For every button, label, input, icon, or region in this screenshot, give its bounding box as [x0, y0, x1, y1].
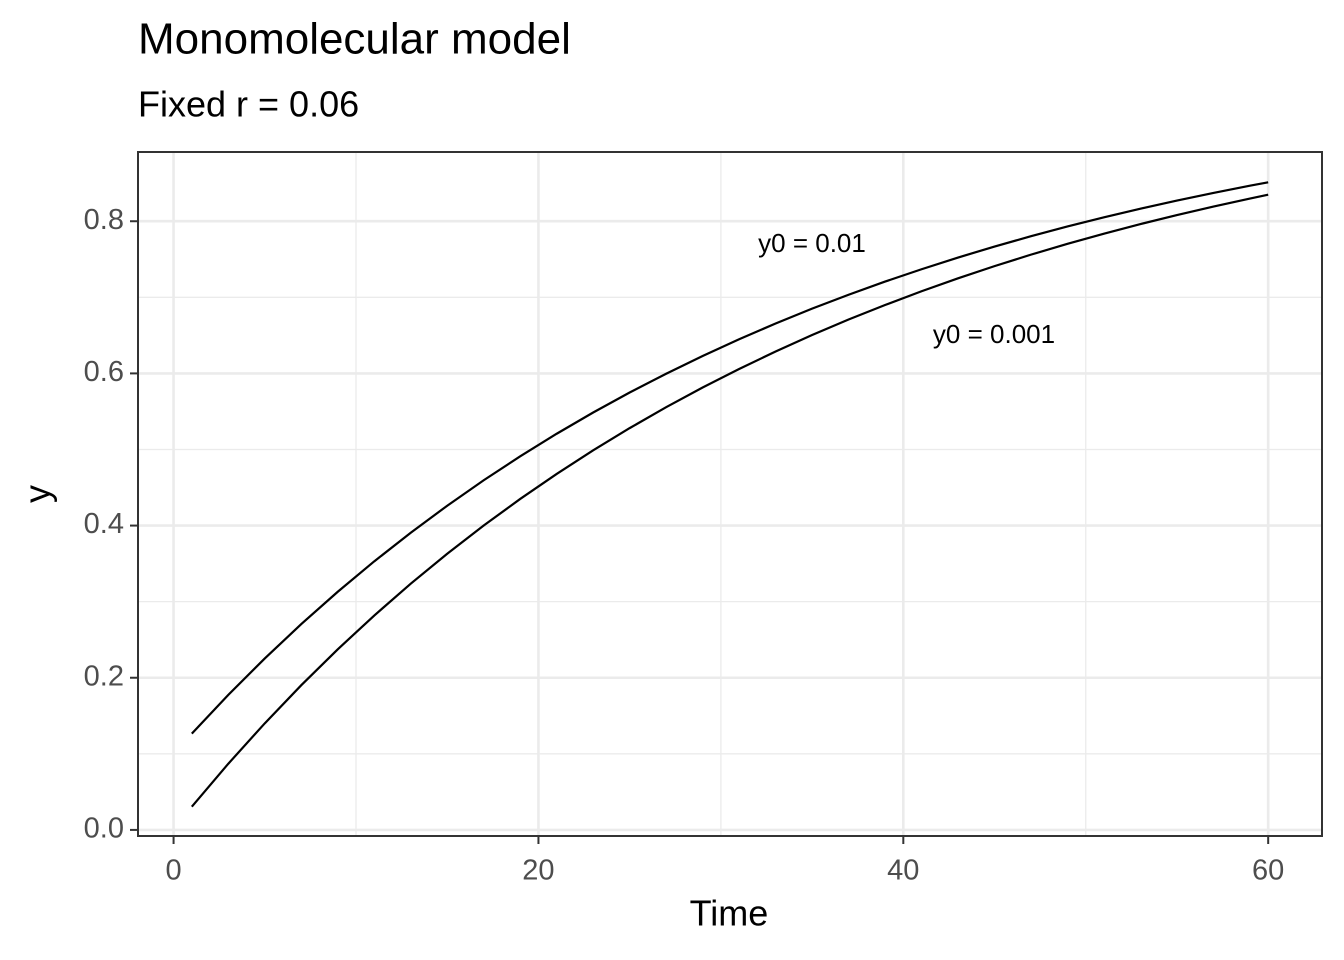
- chart-subtitle: Fixed r = 0.06: [138, 84, 359, 125]
- plot-background: [138, 152, 1322, 836]
- y-tick-label: 0.4: [84, 508, 124, 540]
- annotation: y0 = 0.001: [933, 319, 1055, 349]
- x-tick-label: 40: [887, 855, 919, 887]
- y-tick-label: 0.2: [84, 660, 124, 692]
- chart-title: Monomolecular model: [138, 15, 571, 64]
- x-tick-label: 0: [166, 855, 182, 887]
- y-axis-label: y: [17, 485, 58, 503]
- x-tick-label: 60: [1252, 855, 1284, 887]
- y-tick-label: 0.6: [84, 356, 124, 388]
- line-series: [191, 181, 1269, 735]
- y-tick-label: 0.0: [84, 813, 124, 845]
- annotation: y0 = 0.01: [758, 228, 866, 258]
- x-tick-label: 20: [522, 855, 554, 887]
- x-axis-label: Time: [690, 893, 769, 934]
- plot-border: [137, 151, 1323, 837]
- y-tick-label: 0.8: [84, 204, 124, 236]
- line-series: [190, 193, 1269, 808]
